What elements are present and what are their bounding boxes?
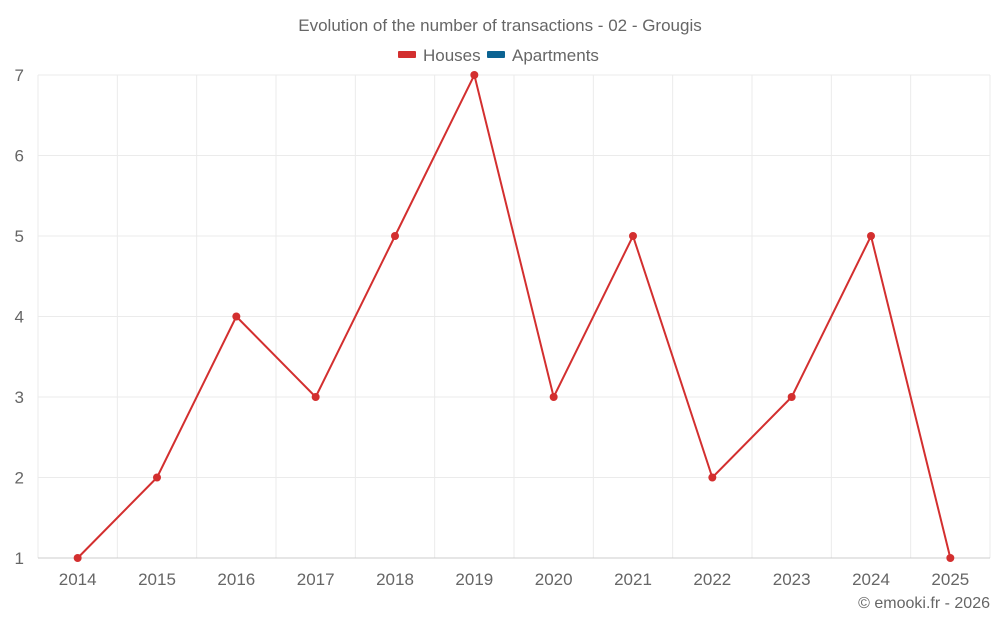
legend-item-houses[interactable]: Houses bbox=[398, 46, 481, 65]
y-tick-label: 3 bbox=[15, 388, 24, 407]
legend-label: Houses bbox=[423, 46, 481, 65]
legend-swatch bbox=[398, 51, 416, 58]
y-tick-label: 2 bbox=[15, 469, 24, 488]
legend-label: Apartments bbox=[512, 46, 599, 65]
data-point[interactable] bbox=[311, 393, 320, 401]
data-point[interactable] bbox=[629, 232, 637, 240]
x-tick-label: 2016 bbox=[217, 570, 255, 589]
chart-grid bbox=[37, 74, 991, 559]
data-point[interactable] bbox=[232, 312, 241, 321]
x-tick-label: 2018 bbox=[376, 570, 414, 589]
legend-swatch bbox=[487, 51, 505, 58]
data-point[interactable] bbox=[946, 554, 955, 562]
y-tick-label: 7 bbox=[15, 66, 24, 85]
legend-item-apartments[interactable]: Apartments bbox=[487, 46, 599, 65]
x-axis: 2014 2015 2016 2017 2018 2019 2020 2021 2022 2023… bbox=[59, 570, 969, 589]
copyright-credit: © emooki.fr - 2026 bbox=[858, 595, 990, 612]
data-point[interactable] bbox=[391, 232, 399, 240]
chart-series bbox=[73, 71, 955, 562]
y-tick-label: 5 bbox=[15, 227, 24, 246]
x-tick-label: 2025 bbox=[931, 570, 969, 589]
data-point[interactable] bbox=[708, 473, 717, 482]
x-tick-label: 2015 bbox=[138, 570, 176, 589]
series-line-houses bbox=[76, 72, 952, 559]
x-tick-label: 2022 bbox=[693, 570, 731, 589]
y-tick-label: 6 bbox=[15, 147, 24, 166]
y-tick-label: 4 bbox=[15, 308, 24, 327]
x-tick-label: 2017 bbox=[297, 570, 335, 589]
y-axis: 1 2 3 4 5 6 7 bbox=[15, 66, 24, 568]
chart-legend: Houses Apartments bbox=[398, 46, 599, 65]
x-tick-label: 2023 bbox=[773, 570, 811, 589]
x-tick-label: 2019 bbox=[455, 570, 493, 589]
data-point[interactable] bbox=[73, 554, 82, 562]
chart-title: Evolution of the number of transactions … bbox=[298, 16, 701, 35]
data-point[interactable] bbox=[787, 393, 796, 401]
data-point[interactable] bbox=[549, 393, 558, 401]
data-point[interactable] bbox=[153, 473, 161, 482]
x-tick-label: 2014 bbox=[59, 570, 97, 589]
x-tick-label: 2024 bbox=[852, 570, 890, 589]
data-point[interactable] bbox=[470, 71, 479, 79]
x-tick-label: 2021 bbox=[614, 570, 652, 589]
data-point[interactable] bbox=[867, 232, 875, 240]
y-tick-label: 1 bbox=[15, 549, 24, 568]
x-tick-label: 2020 bbox=[535, 570, 573, 589]
